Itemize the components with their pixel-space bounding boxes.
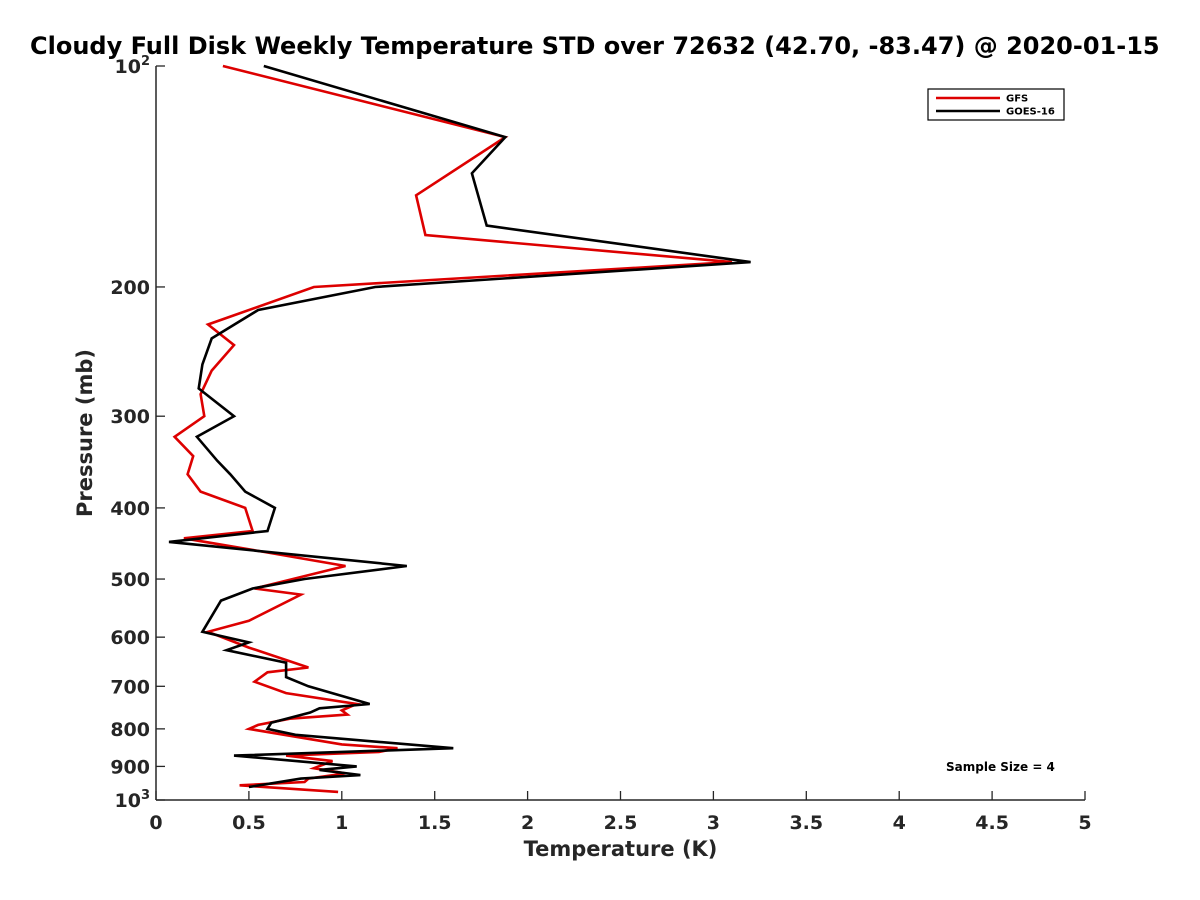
x-tick-label: 4 <box>893 812 906 834</box>
y-tick-label: 200 <box>110 277 150 299</box>
x-ticks: 0 0.5 1 1.5 2 2.5 3 3.5 4 4.5 5 <box>149 791 1092 834</box>
plot-lines <box>168 64 751 794</box>
x-tick-label: 1.5 <box>418 812 452 834</box>
y-tick-label: 700 <box>110 676 150 698</box>
series-line-gfs <box>172 64 733 794</box>
x-tick-label: 3 <box>707 812 720 834</box>
y-tick-label: 103 <box>115 788 151 812</box>
x-tick-label: 4.5 <box>975 812 1009 834</box>
y-tick-label: 102 <box>115 54 151 78</box>
x-tick-label: 0 <box>149 812 162 834</box>
legend-label-gfs: GFS <box>1006 94 1028 105</box>
x-tick-label: 2.5 <box>604 812 638 834</box>
legend-box <box>927 88 1065 121</box>
series-line-goes-16 <box>168 64 751 789</box>
legend: GFS GOES-16 <box>927 88 1065 121</box>
y-tick-label: 300 <box>110 406 150 428</box>
x-axis-label: Temperature (K) <box>524 837 718 861</box>
x-tick-label: 1 <box>335 812 348 834</box>
axes <box>155 66 1085 801</box>
x-tick-label: 3.5 <box>789 812 823 834</box>
y-axis-label: Pressure (mb) <box>73 349 97 517</box>
legend-label-goes-16: GOES-16 <box>1006 107 1055 118</box>
y-ticks: 102 200 300 400 500 600 700 800 900 103 <box>110 54 165 812</box>
y-tick-label: 500 <box>110 569 150 591</box>
sample-size-annotation: Sample Size = 4 <box>946 760 1055 774</box>
x-tick-label: 2 <box>521 812 534 834</box>
y-tick-label: 600 <box>110 627 150 649</box>
x-tick-label: 5 <box>1078 812 1091 834</box>
y-tick-label: 400 <box>110 498 150 520</box>
x-tick-label: 0.5 <box>232 812 266 834</box>
chart-title: Cloudy Full Disk Weekly Temperature STD … <box>30 32 1160 60</box>
y-tick-label: 800 <box>110 719 150 741</box>
y-tick-label: 900 <box>110 756 150 778</box>
